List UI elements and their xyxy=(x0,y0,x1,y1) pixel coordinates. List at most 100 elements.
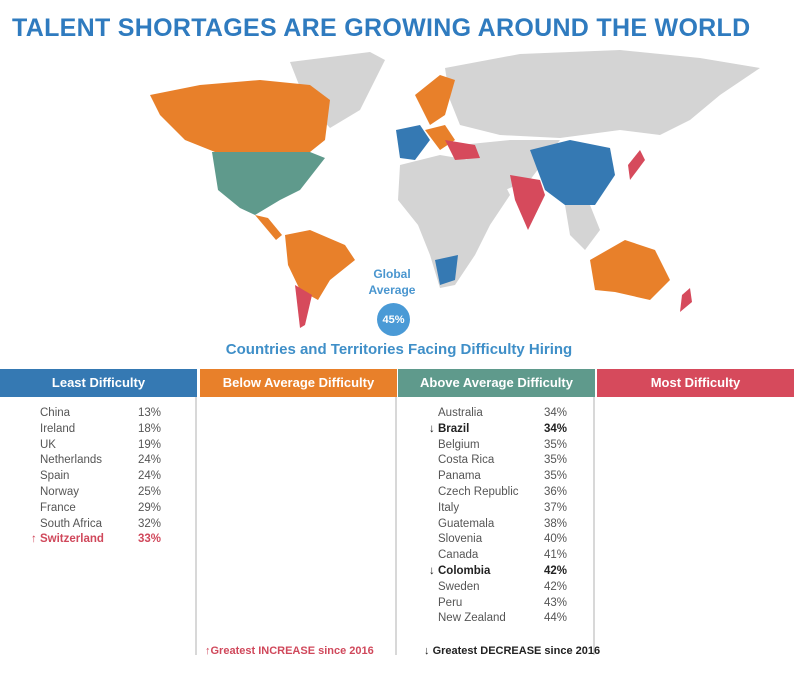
legend-decrease: ↓ Greatest DECREASE since 2016 xyxy=(424,645,600,657)
country-value: 36% xyxy=(544,485,568,498)
table-row: UK 19% xyxy=(0,439,195,455)
column-rows: ↓Argentina52%↑Slovakia54%India56%Singapo… xyxy=(597,397,794,655)
column-rows: China 13% Ireland 18% UK 19% Netherlands 24% Spa… xyxy=(0,397,197,655)
table-row: Costa Rica 35% xyxy=(200,454,567,470)
country-value: 43% xyxy=(544,596,568,609)
global-average-line2: Average xyxy=(368,283,416,297)
brazil-region xyxy=(285,230,355,300)
argentina-region xyxy=(295,285,312,328)
country-name: Italy xyxy=(438,501,460,514)
africa xyxy=(398,155,510,288)
country-value: 13% xyxy=(138,407,162,419)
new-zealand-region xyxy=(680,288,692,312)
table-row: ↑Mexico50% xyxy=(398,486,593,502)
country-value: 18% xyxy=(138,422,162,435)
table-row: ↑Slovakia54% xyxy=(597,423,794,439)
country-name: Colombia xyxy=(438,564,491,577)
country-value: 25% xyxy=(138,485,162,498)
table-row: Sweden 42% xyxy=(200,581,567,597)
australia-region xyxy=(590,240,670,300)
column-header: Below Average Difficulty xyxy=(200,369,397,397)
table-row: Netherlands 24% xyxy=(0,454,195,470)
canada-region xyxy=(150,80,330,155)
table-row: ↓Israel49% xyxy=(398,470,593,486)
table-row: Hong Kong76% xyxy=(597,518,794,534)
table-row: Guatemala 38% xyxy=(200,518,567,534)
table-row: Australia 34% xyxy=(200,407,567,423)
country-value: 33% xyxy=(138,533,162,546)
russia xyxy=(445,50,760,138)
country-name: Ireland xyxy=(40,422,76,435)
table-row: ↓Argentina52% xyxy=(597,407,794,423)
table-row: Germany51% xyxy=(398,502,593,518)
country-name: Belgium xyxy=(438,438,480,451)
table-row: Romania81% xyxy=(597,549,794,565)
column-below: Below Average Difficulty Australia 34% ↓ Bra… xyxy=(200,369,567,655)
country-name: Czech Republic xyxy=(438,485,519,498)
country-name: Sweden xyxy=(438,580,480,593)
table-row: Canada 41% xyxy=(200,549,567,565)
country-name: France xyxy=(40,501,76,514)
table-row: Bulgaria68% xyxy=(597,502,794,518)
table-row: ↑ Switzerland 33% xyxy=(0,533,195,549)
table-row: ↑Austria46% xyxy=(398,423,593,439)
country-name: Peru xyxy=(438,596,463,609)
table-row: Peru 43% xyxy=(200,597,567,613)
column-rows: Finland45%↑Austria46%USA46%↑Portugal46%↓… xyxy=(398,397,595,655)
arrow-down-icon: ↓ xyxy=(429,564,435,577)
country-value: 19% xyxy=(138,438,162,451)
table-row: Japan89% xyxy=(597,565,794,581)
usa-region xyxy=(212,152,325,215)
country-name: Guatemala xyxy=(438,517,495,530)
europe-east xyxy=(445,140,480,160)
europe-west xyxy=(396,125,430,160)
country-value: 24% xyxy=(138,454,162,467)
column-header: Least Difficulty xyxy=(0,369,197,397)
country-name: Australia xyxy=(438,407,483,419)
land-gray xyxy=(290,50,760,290)
column-above: Above Average Difficulty Finland45%↑Austr… xyxy=(398,369,595,655)
section-subtitle: Countries and Territories Facing Difficu… xyxy=(225,341,573,358)
table-row: ↑Portugal46% xyxy=(398,454,593,470)
global-average-badge: 45% xyxy=(377,303,410,336)
table-row: Slovenia 40% xyxy=(200,533,567,549)
table-row: Panama 35% xyxy=(200,470,567,486)
country-value: 35% xyxy=(544,470,568,483)
table-row: Singapore56% xyxy=(597,454,794,470)
country-value: 40% xyxy=(544,533,568,546)
arrow-up-icon: ↑ xyxy=(205,645,211,657)
country-name: Spain xyxy=(40,470,70,483)
country-name: Brazil xyxy=(438,422,470,435)
country-value: 35% xyxy=(544,438,568,451)
table-row: Italy 37% xyxy=(200,502,567,518)
country-value: 32% xyxy=(138,517,162,530)
country-value: 42% xyxy=(544,580,568,593)
table-row: South Africa 32% xyxy=(0,518,195,534)
column-most: Most Difficulty↓Argentina52%↑Slovakia54%… xyxy=(597,369,794,655)
table-row: France 29% xyxy=(0,502,195,518)
legend-decrease-label: Greatest DECREASE since 2016 xyxy=(432,645,601,657)
central-america-region xyxy=(255,215,282,240)
table-row: ↓Hungary51% xyxy=(398,518,593,534)
country-value: 35% xyxy=(544,454,568,467)
country-value: 34% xyxy=(544,422,568,435)
table-row: Poland51% xyxy=(398,533,593,549)
table-row: Finland45% xyxy=(398,407,593,423)
table-row: Czech Republic 36% xyxy=(200,486,567,502)
table-row: Norway 25% xyxy=(0,486,195,502)
table-row: Greece61% xyxy=(597,470,794,486)
table-row: China 13% xyxy=(0,407,195,423)
page-title: TALENT SHORTAGES ARE GROWING AROUND THE … xyxy=(12,14,751,42)
column-least: Least Difficulty China 13% Ireland 18% UK 19% N… xyxy=(0,369,197,655)
table-row: Belgium 35% xyxy=(200,439,567,455)
country-name: Costa Rica xyxy=(438,454,495,467)
country-value: 42% xyxy=(544,564,568,577)
china-region xyxy=(530,140,615,205)
country-value: 38% xyxy=(544,517,568,530)
country-value: 37% xyxy=(544,501,568,514)
table-row: Turkey66% xyxy=(597,486,794,502)
table-row: Ireland 18% xyxy=(0,423,195,439)
column-header: Most Difficulty xyxy=(597,369,794,397)
country-name: Switzerland xyxy=(40,533,104,546)
